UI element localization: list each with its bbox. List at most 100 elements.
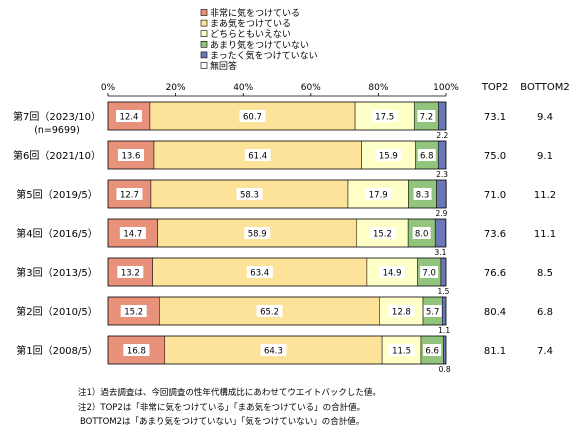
bar-segment	[437, 140, 447, 170]
bottom2-value: 6.8	[537, 307, 553, 318]
data-label: 8.0	[415, 230, 429, 240]
legend-label: 無回答	[210, 60, 237, 72]
data-label-bg	[239, 110, 266, 122]
data-label: 12.4	[119, 113, 138, 123]
category-label: 第4回（2016/5）	[16, 227, 98, 240]
category-label: 第3回（2013/5）	[16, 266, 98, 279]
bar-outline	[107, 296, 447, 326]
top2-value: 71.0	[484, 190, 506, 201]
legend-swatch	[200, 40, 208, 48]
data-label-bg	[375, 149, 402, 161]
category-label: 第2回（2010/5）	[16, 305, 98, 318]
data-label-bg	[260, 344, 287, 356]
data-label-small: 3.1	[434, 248, 446, 257]
legend-swatch	[200, 62, 208, 69]
data-label: 8.3	[416, 191, 430, 201]
data-label: 6.8	[420, 152, 434, 162]
data-label-bg	[244, 227, 271, 239]
data-label-bg	[388, 344, 415, 356]
legend-label: 非常に気をつけている	[210, 7, 300, 19]
data-label: 58.9	[248, 230, 267, 240]
bottom2-value: 11.2	[534, 190, 556, 201]
category-label: 第5回（2019/5）	[16, 188, 98, 201]
data-label: 15.2	[124, 308, 143, 318]
data-label-bg	[388, 305, 415, 317]
x-tick-label: 100%	[433, 83, 459, 93]
data-label-bg	[236, 188, 263, 200]
category-label: 第7回（2023/10）	[13, 110, 101, 123]
data-label-small: 2.3	[436, 170, 448, 179]
bar-segment	[438, 101, 447, 131]
data-label: 6.6	[425, 347, 439, 357]
top2-value: 81.1	[484, 346, 506, 357]
bottom2-value: 9.1	[537, 151, 553, 162]
legend-label: どちらともいえない	[210, 29, 291, 40]
data-label-bg	[244, 149, 271, 161]
data-label: 65.2	[260, 308, 279, 318]
bar-outline	[107, 101, 447, 131]
data-label-bg	[246, 266, 273, 278]
data-label-bg	[379, 266, 406, 278]
data-label: 12.8	[392, 308, 411, 318]
footnote-3: BOTTOM2は「あまり気をつけていない」「気をつけていない」の合計値。	[80, 417, 365, 427]
data-label: 15.2	[373, 230, 392, 240]
legend-swatch	[200, 30, 208, 38]
footnote-2: 注2）TOP2は「非常に気をつけている」「まあ気をつけている」の合計値。	[78, 402, 366, 413]
data-label: 61.4	[248, 152, 267, 162]
data-label: 58.3	[240, 191, 259, 201]
legend-swatch	[200, 19, 208, 27]
data-label-bg	[413, 188, 432, 200]
bar-outline	[107, 257, 447, 287]
data-label: 7.2	[420, 113, 434, 123]
top2-value: 73.6	[484, 229, 506, 240]
x-tick-label: 60%	[301, 83, 321, 93]
data-label-bg	[115, 110, 142, 122]
data-label-bg	[120, 305, 147, 317]
data-label-bg	[119, 227, 146, 239]
data-label: 17.5	[375, 113, 394, 123]
bar-segment	[436, 179, 447, 209]
bottom2-value: 7.4	[537, 346, 553, 357]
bar-segment	[440, 257, 447, 287]
bar-outline	[107, 140, 447, 170]
bar-segment	[434, 218, 446, 248]
legend-swatch	[200, 51, 208, 59]
bar-segment	[443, 335, 447, 365]
category-label: 第1回（2008/5）	[16, 344, 98, 357]
data-label: 14.7	[123, 230, 142, 240]
legend-label: まあ気をつけている	[210, 18, 291, 30]
footnotes: 注1）過去調査は、今回調査の性年代構成比にあわせてウエイトバックした値。 注2）…	[78, 386, 381, 430]
data-label-bg	[117, 266, 144, 278]
data-label-bg	[417, 149, 436, 161]
data-label: 13.6	[122, 152, 141, 162]
data-label: 17.9	[369, 191, 388, 201]
footnote-1: 注1）過去調査は、今回調査の性年代構成比にあわせてウエイトバックした値。	[78, 388, 381, 398]
data-label-small: 1.5	[437, 287, 449, 296]
data-label: 63.4	[250, 269, 269, 279]
x-tick-label: 80%	[368, 83, 388, 93]
top2-value: 73.1	[484, 112, 506, 123]
bottom2-header: BOTTOM2	[520, 82, 569, 93]
top2-header: TOP2	[481, 82, 508, 93]
data-label-bg	[417, 110, 436, 122]
data-label-bg	[412, 227, 431, 239]
data-label: 64.3	[264, 347, 283, 357]
legend-label: まったく気をつけていない	[210, 49, 318, 61]
data-label: 7.0	[422, 269, 436, 279]
data-label-bg	[116, 188, 143, 200]
bottom2-value: 8.5	[537, 268, 553, 279]
bar-segment	[442, 296, 447, 326]
data-label-small: 0.8	[439, 365, 451, 374]
bar-outline	[107, 218, 447, 248]
legend-label: あまり気をつけていない	[210, 39, 309, 51]
data-label: 14.9	[383, 269, 402, 279]
category-sublabel: (n=9699)	[34, 125, 80, 136]
data-label: 5.7	[426, 308, 440, 318]
data-label: 11.5	[392, 347, 411, 357]
top2-value: 76.6	[484, 268, 506, 279]
data-label-bg	[420, 266, 439, 278]
data-label-small: 2.9	[435, 209, 447, 218]
bar-outline	[107, 335, 447, 365]
data-label-bg	[117, 149, 144, 161]
data-label: 12.7	[120, 191, 139, 201]
